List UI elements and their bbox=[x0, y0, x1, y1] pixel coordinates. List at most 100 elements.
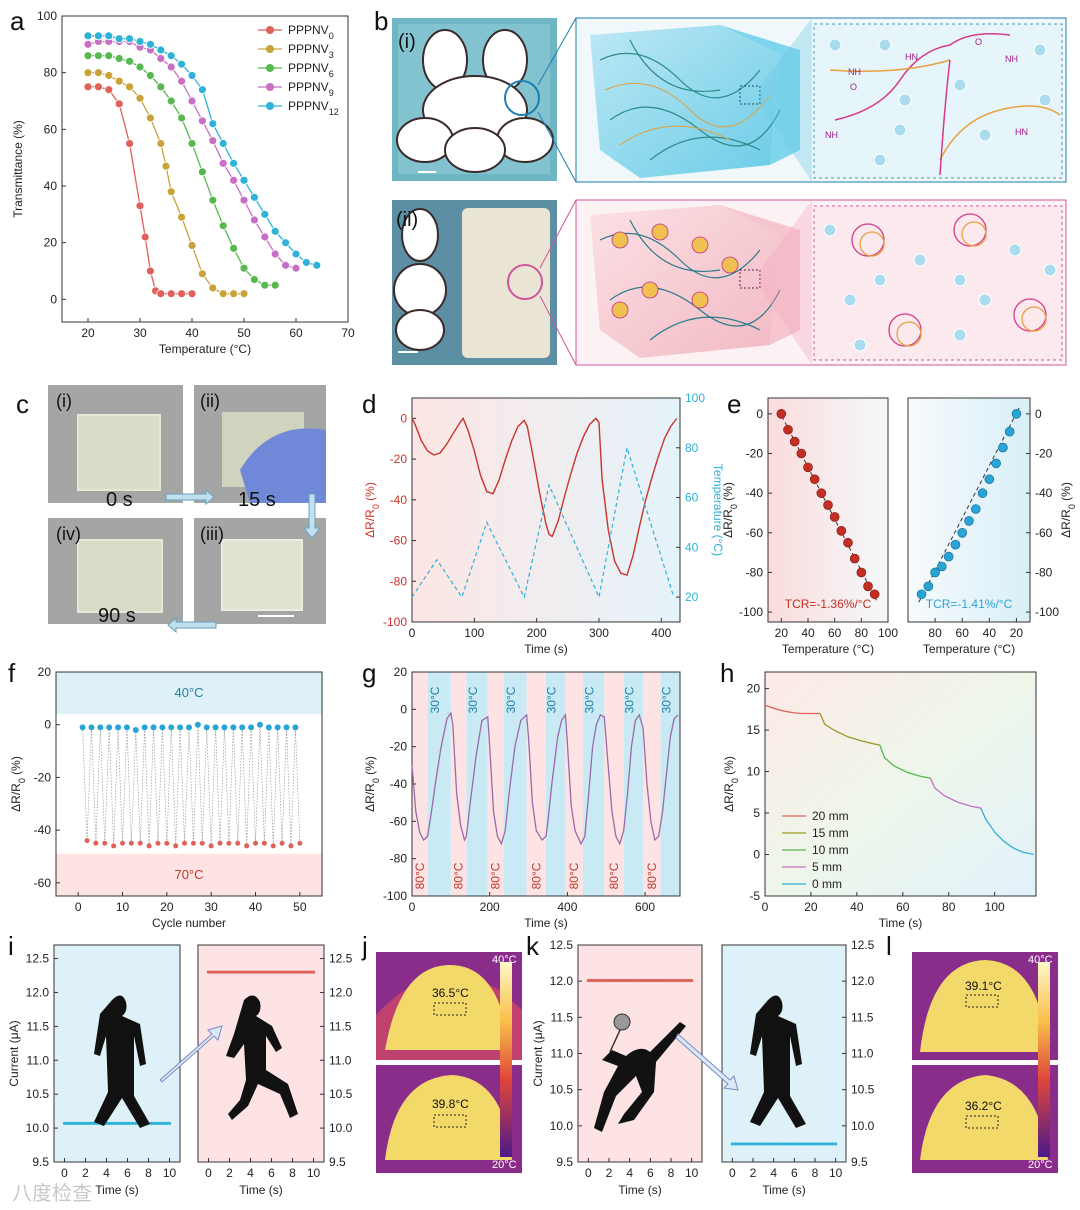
data-point bbox=[288, 970, 292, 974]
data-point bbox=[666, 978, 671, 983]
y-tick-label: 10.5 bbox=[550, 1083, 574, 1097]
data-point-low bbox=[84, 838, 90, 844]
x-tick-label: 20 bbox=[804, 900, 818, 914]
data-point bbox=[772, 1142, 776, 1146]
band-label-70C: 70°C bbox=[174, 867, 203, 882]
series-line-12 bbox=[88, 35, 317, 266]
data-point-high bbox=[141, 724, 148, 731]
y-axis-label: ΔR/R0 (%) bbox=[363, 756, 381, 812]
data-point bbox=[114, 99, 124, 109]
data-point bbox=[166, 289, 176, 299]
band-label-80C: 80°C bbox=[645, 862, 659, 889]
series-line-2 bbox=[879, 744, 931, 779]
data-point bbox=[805, 1142, 809, 1146]
x-tick-label: 0 bbox=[585, 1166, 592, 1180]
thermal-j-min: 20°C bbox=[492, 1159, 517, 1171]
svg-text:HN: HN bbox=[905, 52, 918, 62]
data-point bbox=[748, 1142, 753, 1146]
y-tick-label: 9.5 bbox=[556, 1155, 573, 1169]
plot-frame bbox=[767, 397, 889, 623]
x-tick-label: 6 bbox=[124, 1166, 131, 1180]
data-point bbox=[270, 249, 280, 259]
y-tick-label: 12.0 bbox=[550, 974, 574, 988]
y-axis-label: ΔR/R0 (%) bbox=[721, 482, 739, 538]
data-point bbox=[277, 970, 281, 974]
temperature-band bbox=[582, 672, 605, 896]
y-tick-label: 0 bbox=[44, 718, 51, 732]
y-tick-label: 11.5 bbox=[27, 1019, 50, 1033]
data-point bbox=[602, 978, 606, 983]
chart-i: 9.5 9.5 10.0 10.0 10.5 10.5 11.0 11.0 11.5 11.5 12… bbox=[7, 944, 353, 1197]
data-point bbox=[797, 1142, 802, 1146]
walking-person-icon bbox=[750, 995, 806, 1128]
data-point bbox=[589, 978, 593, 983]
y-tick-label: 12.0 bbox=[26, 985, 50, 999]
data-point bbox=[764, 1142, 768, 1146]
y-tick-label: -40 bbox=[390, 777, 408, 791]
band-label-30C: 30°C bbox=[583, 686, 597, 713]
data-point bbox=[94, 82, 103, 92]
data-point bbox=[107, 1121, 111, 1125]
data-point bbox=[664, 978, 668, 983]
data-point bbox=[125, 139, 135, 148]
y-tick-label: 0 bbox=[400, 411, 407, 425]
x-tick-label: 30 bbox=[133, 326, 147, 340]
data-point bbox=[225, 970, 229, 974]
data-point bbox=[110, 1121, 114, 1125]
data-point bbox=[218, 289, 228, 299]
data-point-low bbox=[182, 840, 188, 846]
y-tick-label: -100 bbox=[739, 605, 763, 619]
data-point bbox=[131, 1121, 135, 1125]
data-point bbox=[270, 226, 280, 236]
y-tick-label: 20 bbox=[747, 682, 761, 696]
data-point bbox=[218, 139, 228, 148]
cycle-line bbox=[82, 724, 301, 846]
glove bbox=[240, 428, 326, 503]
data-point-low bbox=[235, 840, 241, 846]
x-tick-label: 4 bbox=[103, 1166, 110, 1180]
svg-text:NH: NH bbox=[848, 67, 861, 77]
x-tick-label: 40 bbox=[249, 900, 263, 914]
y-tick-label: 80 bbox=[44, 66, 58, 80]
y-tick-label: -60 bbox=[1035, 526, 1053, 540]
band-70C bbox=[56, 853, 322, 896]
panel-label-c: c bbox=[16, 389, 29, 419]
data-point bbox=[777, 1142, 781, 1146]
data-point bbox=[249, 192, 259, 202]
x-tick-label: 40 bbox=[801, 626, 815, 640]
panel-label-b: b bbox=[374, 6, 388, 36]
data-point bbox=[787, 1142, 791, 1146]
x-tick-label: 80 bbox=[855, 626, 869, 640]
data-point bbox=[166, 62, 176, 72]
x-axis-label: Time (s) bbox=[524, 642, 568, 656]
data-point bbox=[661, 978, 665, 983]
data-point bbox=[218, 158, 228, 168]
data-point bbox=[145, 71, 155, 80]
x-tick-label: 10 bbox=[829, 1166, 843, 1180]
data-point-high bbox=[221, 724, 228, 731]
data-point bbox=[823, 1142, 827, 1146]
y-axis-label: Transmittance (%) bbox=[11, 120, 25, 218]
y-tick-label: -20 bbox=[746, 447, 764, 461]
data-point bbox=[246, 970, 250, 974]
data-point bbox=[296, 970, 300, 974]
data-point bbox=[594, 978, 598, 983]
data-point bbox=[83, 51, 93, 61]
data-point bbox=[280, 970, 284, 974]
data-point-low bbox=[137, 840, 143, 846]
data-point bbox=[264, 970, 268, 974]
y-tick-label: -100 bbox=[383, 615, 407, 629]
x-tick-label: 300 bbox=[589, 626, 609, 640]
x-tick-label: 8 bbox=[812, 1166, 819, 1180]
data-point bbox=[197, 85, 207, 95]
data-point-low bbox=[146, 843, 152, 849]
data-point bbox=[177, 212, 187, 222]
y-tick-label: 10.5 bbox=[851, 1083, 875, 1097]
data-point bbox=[638, 978, 642, 983]
data-point bbox=[206, 970, 211, 974]
plot-frame bbox=[907, 397, 1031, 623]
data-point bbox=[166, 187, 176, 197]
data-point-low bbox=[297, 840, 303, 846]
data-point bbox=[766, 1142, 771, 1146]
data-point bbox=[140, 232, 150, 242]
